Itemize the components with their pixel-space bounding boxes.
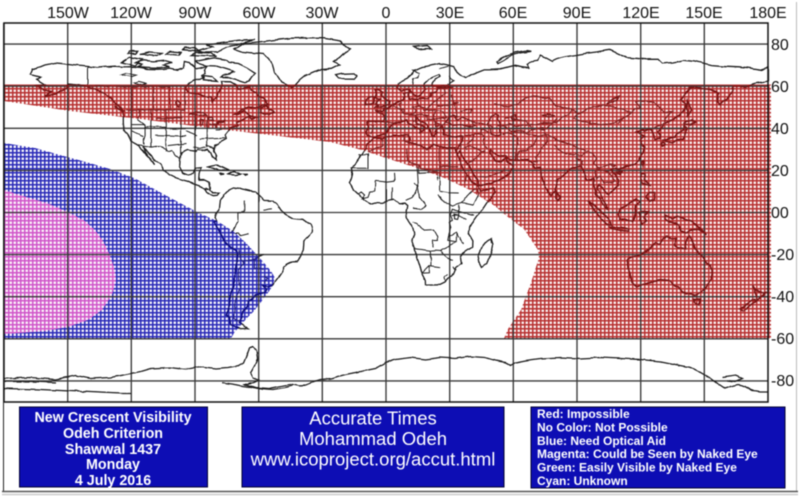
svg-text:Mohammad Odeh: Mohammad Odeh <box>299 428 447 449</box>
svg-text:No Color: Not Possible: No Color: Not Possible <box>537 420 668 434</box>
svg-text:60E: 60E <box>499 5 527 22</box>
svg-text:Green: Easily Visible by Naked: Green: Easily Visible by Naked Eye <box>537 461 737 475</box>
svg-text:150W: 150W <box>47 5 90 22</box>
svg-text:120W: 120W <box>110 5 153 22</box>
svg-text:New Crescent Visibility: New Crescent Visibility <box>34 410 191 426</box>
svg-text:80: 80 <box>771 37 789 54</box>
svg-text:Monday: Monday <box>86 457 140 473</box>
svg-text:90E: 90E <box>563 5 591 22</box>
svg-text:Cyan: Unknown: Cyan: Unknown <box>537 474 628 488</box>
svg-text:Shawwal 1437: Shawwal 1437 <box>65 442 161 458</box>
svg-text:150E: 150E <box>685 5 722 22</box>
svg-text:www.icoproject.org/accut.html: www.icoproject.org/accut.html <box>250 449 496 470</box>
svg-text:30E: 30E <box>436 5 464 22</box>
svg-text:4 July 2016: 4 July 2016 <box>75 473 151 489</box>
svg-text:30W: 30W <box>306 5 340 22</box>
svg-text:-60: -60 <box>771 331 794 348</box>
svg-text:-40: -40 <box>771 289 794 306</box>
svg-text:60: 60 <box>771 79 789 96</box>
svg-text:Odeh Criterion: Odeh Criterion <box>63 426 163 442</box>
svg-text:00: 00 <box>771 205 789 222</box>
svg-text:40: 40 <box>771 121 789 138</box>
svg-text:Accurate Times: Accurate Times <box>309 408 437 429</box>
svg-text:Magenta: Could be Seen by Nake: Magenta: Could be Seen by Naked Eye <box>537 447 758 461</box>
svg-text:Red: Impossible: Red: Impossible <box>537 407 630 421</box>
svg-text:120E: 120E <box>622 5 659 22</box>
svg-text:-20: -20 <box>771 247 794 264</box>
svg-text:0: 0 <box>382 5 391 22</box>
svg-text:60W: 60W <box>243 5 277 22</box>
svg-text:20: 20 <box>771 163 789 180</box>
svg-text:180E: 180E <box>749 5 786 22</box>
svg-text:Blue: Need Optical Aid: Blue: Need Optical Aid <box>537 434 666 448</box>
svg-text:-80: -80 <box>771 373 794 390</box>
svg-text:90W: 90W <box>179 5 213 22</box>
